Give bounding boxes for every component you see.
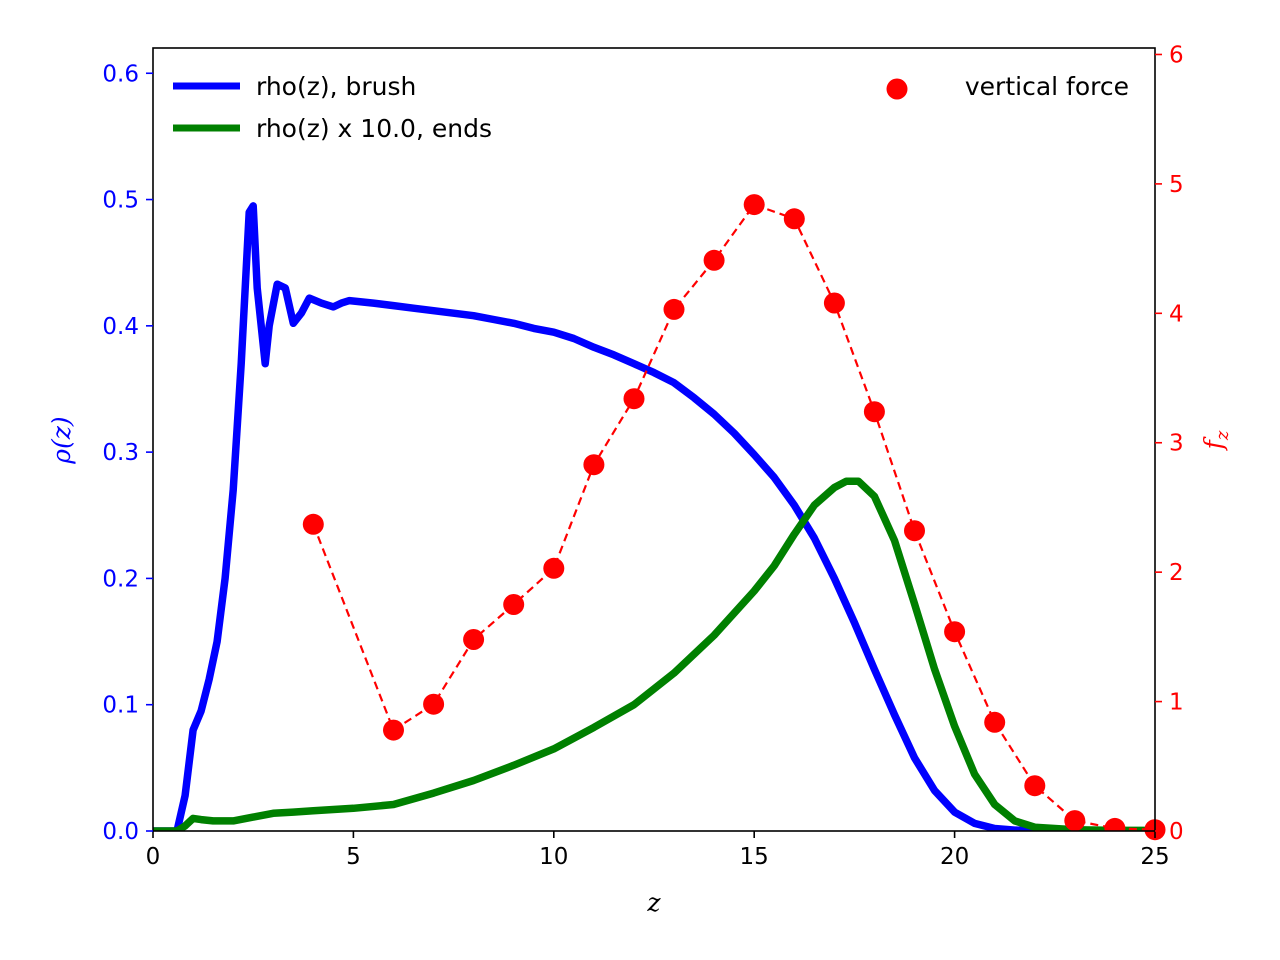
series-point bbox=[423, 693, 445, 715]
x-tick-label: 10 bbox=[539, 844, 568, 870]
y-left-tick-label: 0.3 bbox=[102, 440, 139, 466]
y-left-tick-label: 0.2 bbox=[102, 566, 139, 592]
series-point bbox=[302, 513, 324, 535]
y-right-tick-label: 4 bbox=[1169, 301, 1184, 327]
y-left-tick-label: 0.1 bbox=[102, 693, 139, 719]
series-point bbox=[863, 401, 885, 423]
x-axis-title: z bbox=[646, 888, 661, 917]
x-tick-label: 5 bbox=[346, 844, 361, 870]
y-left-tick-label: 0.4 bbox=[102, 314, 139, 340]
legend-marker-force bbox=[886, 78, 908, 100]
y-right-tick-label: 0 bbox=[1169, 819, 1184, 845]
series-point bbox=[1064, 810, 1086, 831]
y-right-tick-label: 3 bbox=[1169, 431, 1184, 457]
x-tick-label: 20 bbox=[940, 844, 969, 870]
series-point bbox=[944, 621, 966, 643]
series-point bbox=[503, 594, 525, 615]
y-right-tick-label: 1 bbox=[1169, 690, 1184, 716]
plot-frame bbox=[152, 47, 1156, 832]
legend-label-brush: rho(z), brush bbox=[256, 72, 416, 101]
y-axis-right: 0 1 2 3 4 5 6 bbox=[1155, 42, 1184, 845]
x-axis: 0 5 10 15 20 25 bbox=[146, 831, 1170, 870]
y-axis-left: 0.0 0.1 0.2 0.3 0.4 0.5 0.6 bbox=[102, 61, 153, 845]
y-right-tick-label: 6 bbox=[1169, 42, 1184, 68]
y-left-tick-label: 0.5 bbox=[102, 188, 139, 214]
y-left-tick-label: 0.6 bbox=[102, 61, 139, 87]
y-right-tick-label: 2 bbox=[1169, 560, 1184, 586]
y-left-tick-label: 0.0 bbox=[102, 819, 139, 845]
series-point bbox=[703, 249, 725, 271]
legend-label-force: vertical force bbox=[965, 72, 1129, 101]
series-point bbox=[663, 298, 685, 320]
series-line-2 bbox=[312, 203, 1155, 831]
series-point bbox=[583, 454, 605, 476]
plot-series-layer bbox=[153, 194, 1155, 831]
series-point bbox=[383, 719, 404, 741]
y-axis-left-title: ρ(z) bbox=[47, 416, 76, 464]
series-line-0 bbox=[153, 202, 1155, 831]
x-tick-label: 15 bbox=[740, 844, 769, 870]
series-point bbox=[543, 557, 565, 579]
series-point bbox=[984, 711, 1006, 733]
y-right-tick-label: 5 bbox=[1169, 172, 1184, 198]
legend-right: vertical force bbox=[886, 72, 1129, 101]
x-tick-label: 25 bbox=[1140, 844, 1169, 870]
series-point bbox=[743, 194, 765, 216]
series-line-1 bbox=[153, 477, 1155, 831]
series-point bbox=[623, 388, 645, 410]
x-tick-label: 0 bbox=[146, 844, 161, 870]
series-point bbox=[463, 629, 485, 650]
series-point bbox=[1024, 775, 1046, 797]
legend-left: rho(z), brush rho(z) x 10.0, ends bbox=[173, 72, 492, 143]
series-point bbox=[1104, 817, 1126, 831]
series-point bbox=[904, 520, 925, 542]
series-point bbox=[823, 292, 845, 314]
series-point bbox=[783, 208, 805, 230]
legend-label-ends: rho(z) x 10.0, ends bbox=[256, 114, 492, 143]
y-axis-right-title: fz bbox=[1199, 430, 1233, 451]
